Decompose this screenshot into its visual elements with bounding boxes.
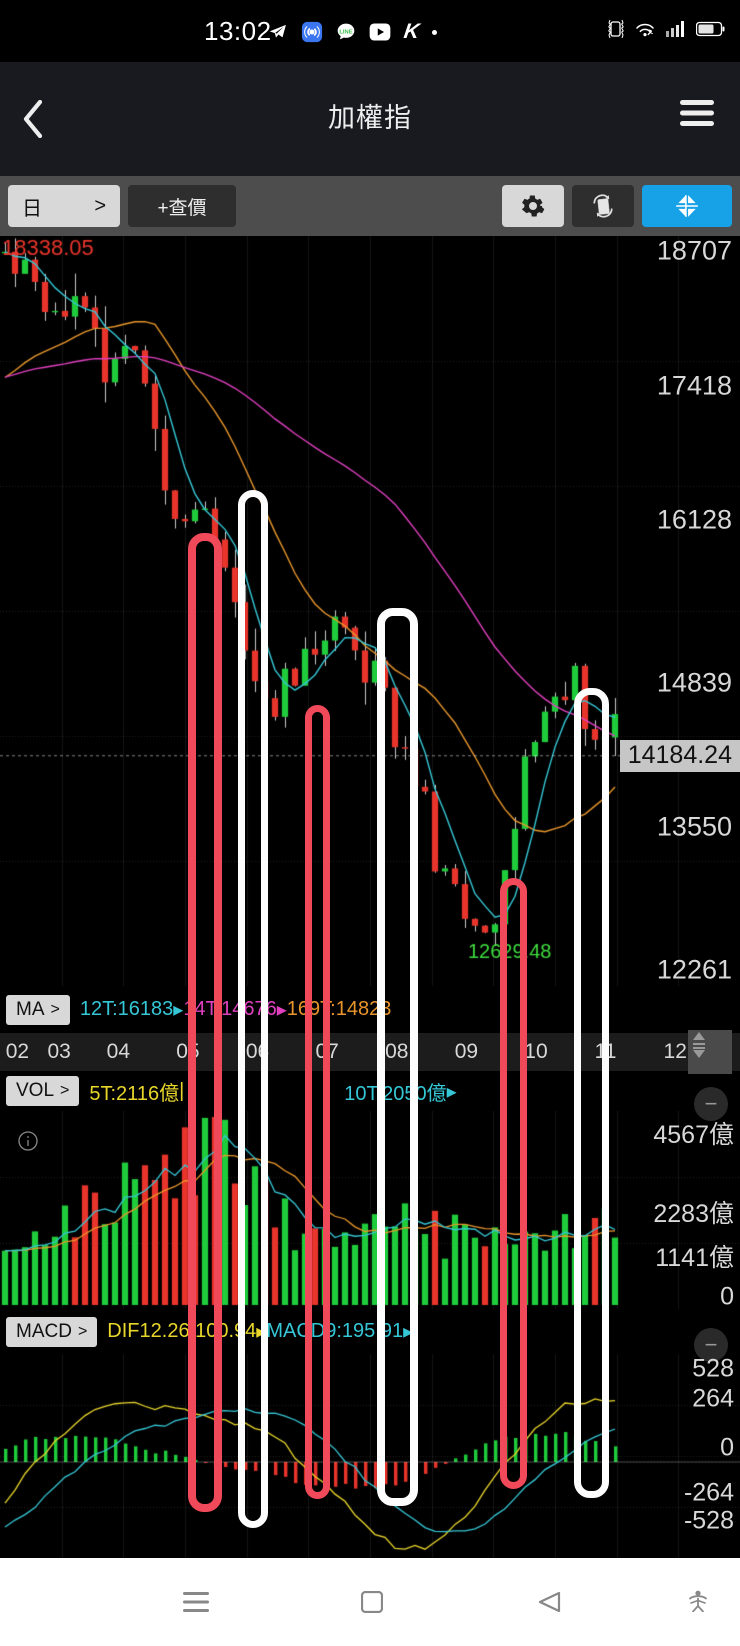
svg-text:LINE: LINE: [339, 30, 352, 36]
